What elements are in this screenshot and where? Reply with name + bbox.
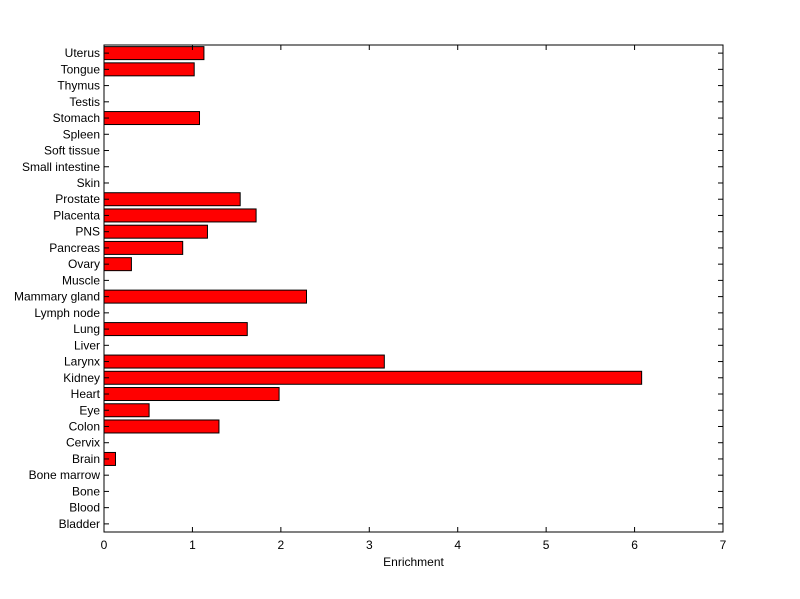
y-tick-label: Lung [73, 322, 100, 336]
y-tick-label: Brain [72, 452, 100, 466]
y-tick-label: Tongue [61, 62, 101, 76]
bar-larynx [103, 354, 385, 369]
y-tick-label: Ovary [68, 257, 100, 271]
bar-pns [103, 224, 208, 239]
ticks-layer [103, 45, 724, 532]
y-tick-label: Eye [79, 403, 100, 417]
plot-frame [103, 44, 724, 533]
y-tick-label: Small intestine [22, 160, 100, 174]
labels-layer: Bladder Blood Bone Bone marrow Brain Cervix Co… [14, 46, 727, 552]
bar-colon [103, 419, 220, 434]
y-tick-label: Uterus [65, 46, 100, 60]
y-tick-label: Mammary gland [14, 290, 100, 304]
x-tick-label: 0 [101, 538, 108, 552]
x-tick-label: 2 [278, 538, 285, 552]
bar-eye [103, 403, 150, 418]
bar-heart [103, 387, 280, 402]
y-tick-label: Heart [71, 387, 101, 401]
y-tick-label: Blood [69, 501, 100, 515]
y-tick-label: Spleen [63, 127, 100, 141]
y-tick-label: Bone marrow [29, 468, 101, 482]
y-tick-label: Cervix [66, 436, 100, 450]
bar-pancreas [103, 240, 184, 255]
x-tick-label: 3 [366, 538, 373, 552]
bars-layer [103, 46, 643, 466]
bar-lung [103, 322, 248, 337]
y-tick-label: PNS [75, 225, 100, 239]
x-tick-label: 6 [631, 538, 638, 552]
x-tick-label: 4 [454, 538, 461, 552]
bar-tongue [103, 62, 195, 77]
y-tick-label: Liver [74, 338, 100, 352]
bar-placenta [103, 208, 257, 223]
y-tick-label: Muscle [62, 273, 100, 287]
y-tick-label: Testis [69, 95, 100, 109]
y-tick-label: Stomach [53, 111, 100, 125]
y-tick-label: Prostate [55, 192, 100, 206]
bar-prostate [103, 192, 241, 207]
y-tick-label: Kidney [63, 371, 100, 385]
y-tick-label: Lymph node [34, 306, 100, 320]
bar-stomach [103, 111, 201, 126]
bar-uterus [103, 46, 205, 61]
x-tick-label: 5 [543, 538, 550, 552]
bar-mammary-gland [103, 289, 308, 304]
y-tick-label: Colon [69, 419, 100, 433]
y-tick-label: Thymus [57, 79, 100, 93]
y-tick-label: Placenta [53, 208, 100, 222]
bar-kidney [103, 370, 643, 385]
y-tick-label: Soft tissue [44, 144, 100, 158]
y-tick-label: Bladder [59, 517, 100, 531]
x-tick-label: 1 [189, 538, 196, 552]
y-tick-label: Pancreas [49, 241, 100, 255]
x-tick-label: 7 [720, 538, 727, 552]
y-tick-label: Larynx [64, 355, 100, 369]
y-tick-label: Skin [77, 176, 100, 190]
y-tick-label: Bone [72, 484, 100, 498]
x-axis-title: Enrichment [383, 555, 444, 569]
